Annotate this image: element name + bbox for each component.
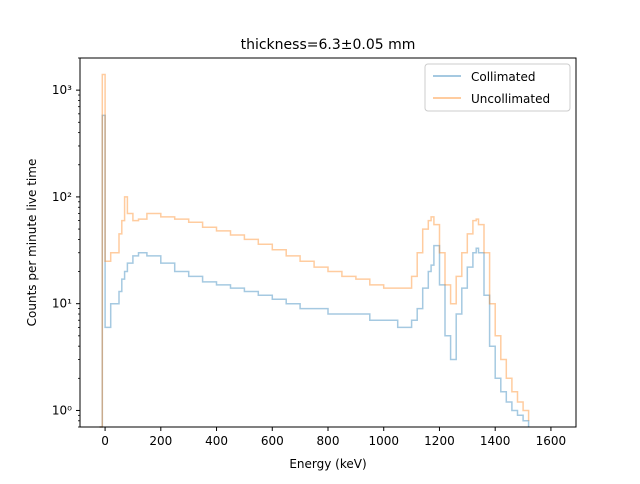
legend-label-uncollimated: Uncollimated [471,92,550,106]
x-tick-label: 1000 [368,434,399,448]
series-layer [99,73,530,428]
legend-label-collimated: Collimated [471,70,535,84]
x-tick-label: 1200 [424,434,455,448]
y-axis-label: Counts per minute live time [25,159,39,327]
series-line-uncollimated [99,73,530,428]
plot-area [80,58,576,427]
x-tick-label: 1400 [480,434,511,448]
y-tick-label: 10⁰ [52,403,72,417]
x-tick-label: 600 [261,434,284,448]
legend-box [424,63,571,112]
x-tick-label: 0 [101,434,109,448]
legend: Collimated Uncollimated [424,63,571,112]
axes-layer: 0 200 400 600 800 1000 1200 1400 1600 10⁰ 10¹ 10² 10… [52,57,577,448]
x-tick-label: 400 [205,434,228,448]
x-tick-label: 1600 [536,434,567,448]
y-tick-label: 10³ [52,83,72,97]
x-tick-label: 800 [317,434,340,448]
y-tick-label: 10² [52,190,72,204]
x-axis-label: Energy (keV) [289,457,366,471]
y-tick-label: 10¹ [52,297,72,311]
x-tick-label: 200 [149,434,172,448]
series-line-collimated [99,114,530,428]
chart-title: thickness=6.3±0.05 mm [241,37,416,53]
